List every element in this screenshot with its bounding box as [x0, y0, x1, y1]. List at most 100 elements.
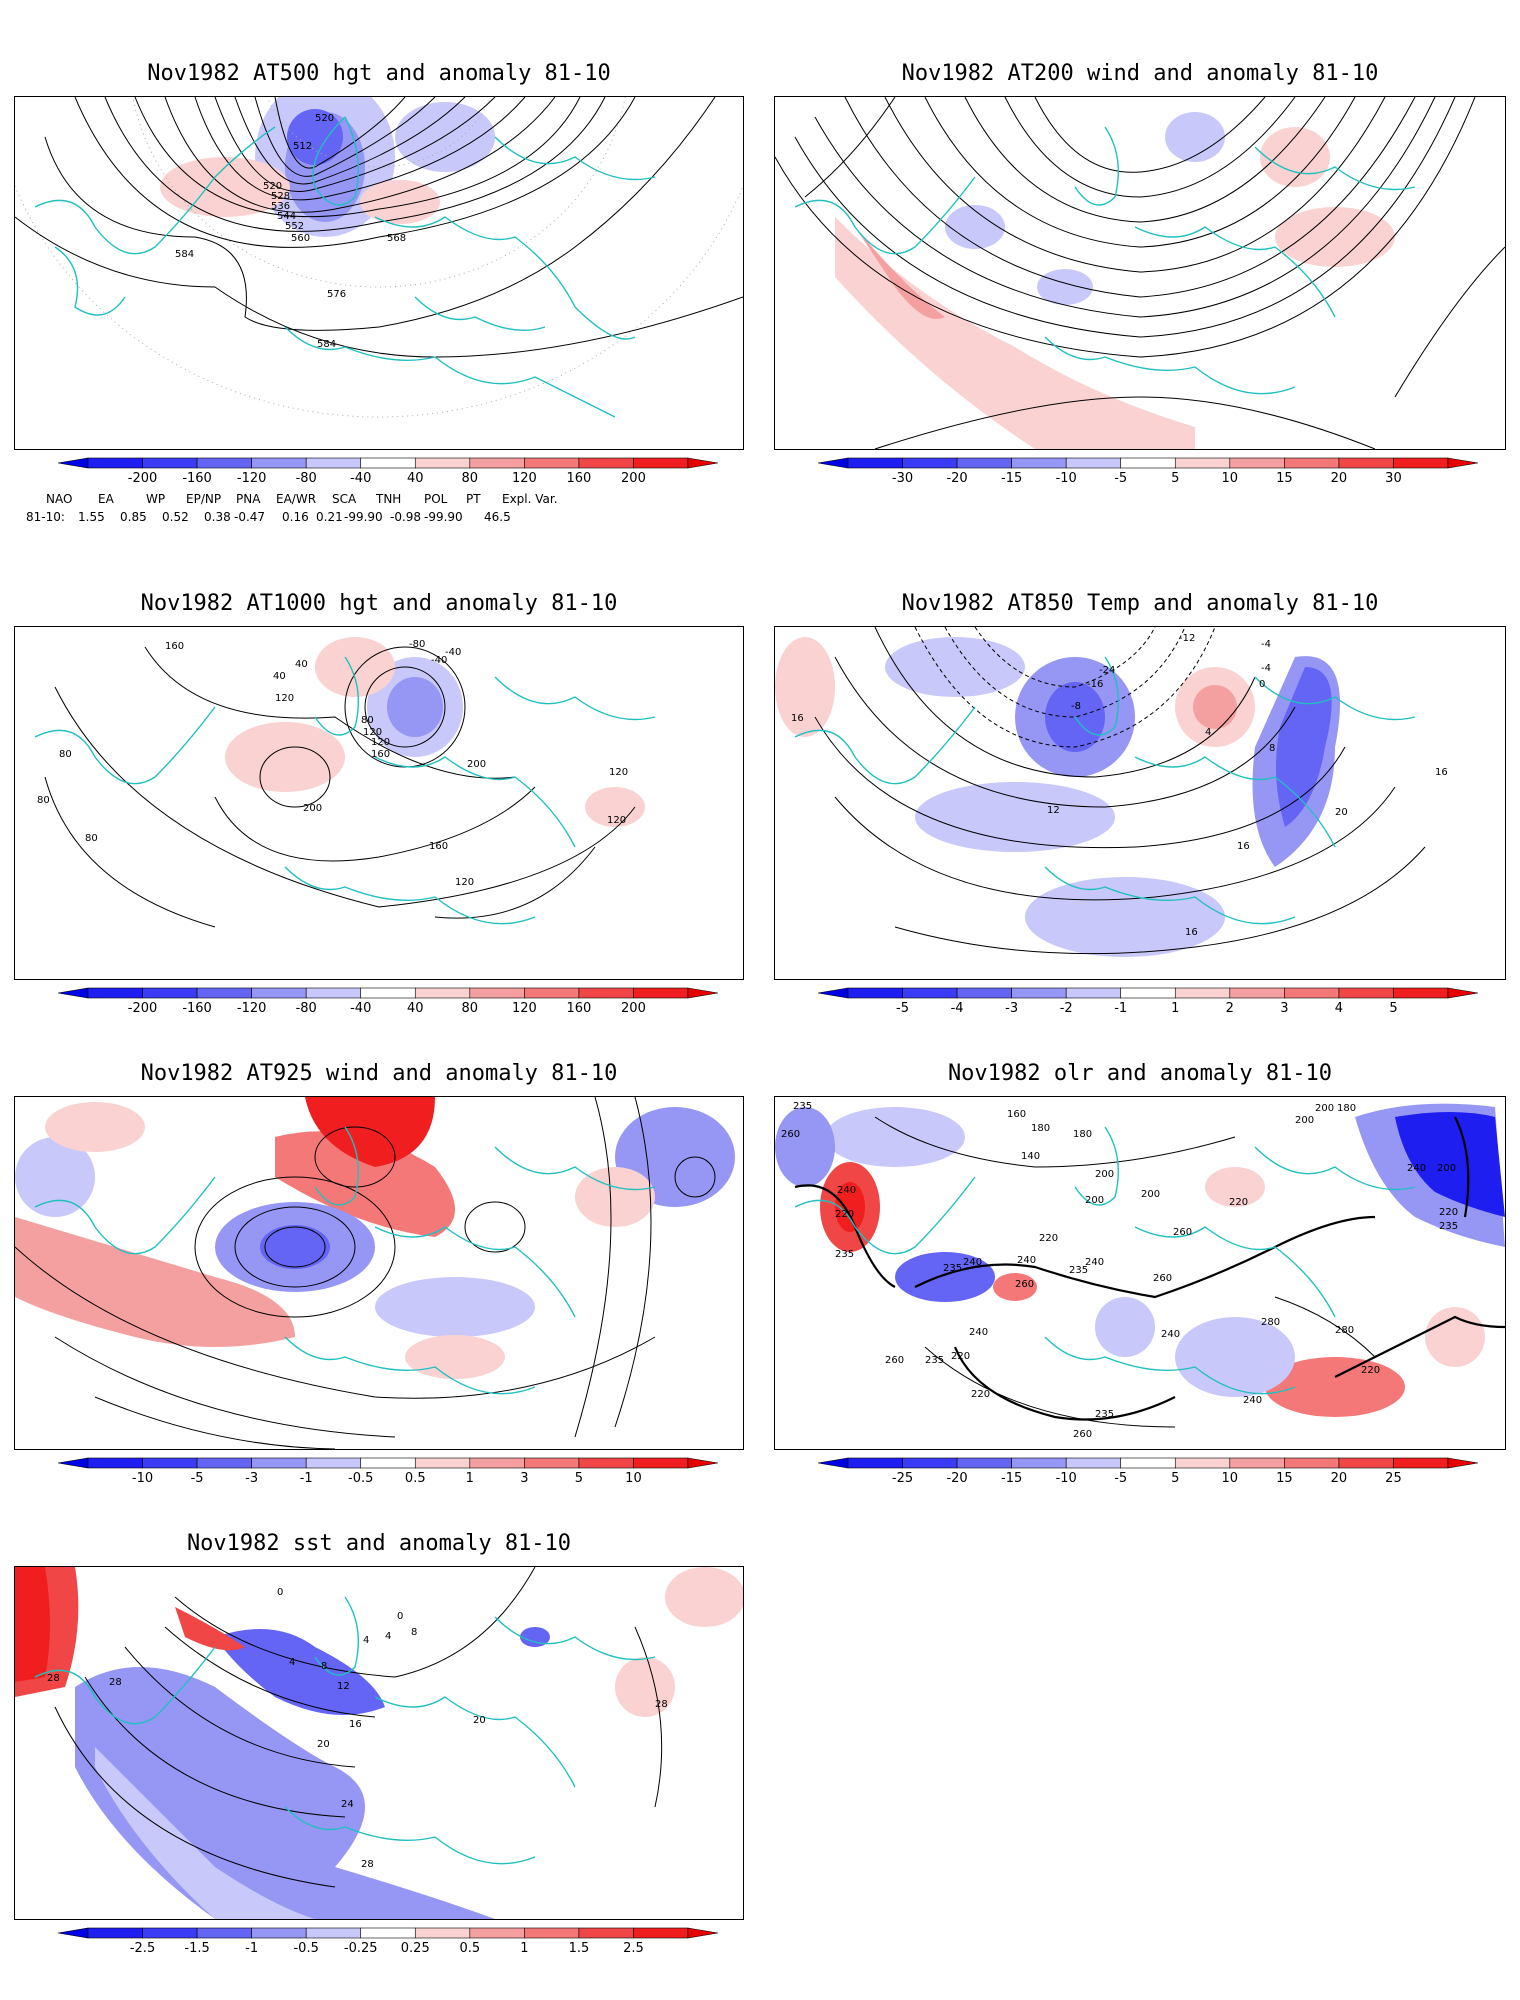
map-frame: 0 0 4 4 8 4 8 12 16 20 20 24 28 28 28 28 — [14, 1566, 744, 1920]
value-expl-var: 46.5 — [484, 510, 511, 524]
colorbar-tick-label: 0.25 — [401, 1941, 430, 1956]
colorbar-swatch — [1338, 457, 1394, 469]
contour-label: 528 — [271, 191, 290, 202]
colorbar-tick-label: -2 — [1060, 1001, 1073, 1016]
contour-label: 120 — [607, 815, 626, 826]
value-eawr: 0.16 — [282, 510, 309, 524]
colorbar-tick-label: -5 — [191, 1471, 204, 1486]
row-label: 81-10: — [26, 510, 65, 524]
colorbar-swatch — [360, 457, 416, 469]
contour-label: 260 — [1073, 1429, 1092, 1440]
colorbar-swatch — [1120, 1457, 1176, 1469]
contour-label: 28 — [109, 1677, 122, 1688]
contour-label: 235 — [1069, 1265, 1088, 1276]
value-ea: 0.85 — [120, 510, 147, 524]
anom-neg — [945, 205, 1005, 249]
colorbar-high-arrow — [1447, 987, 1479, 999]
contour-label: 160 — [429, 841, 448, 852]
contour-label: -12 — [1179, 633, 1195, 644]
contour-label: 180 — [1073, 1129, 1092, 1140]
value-sca: 0.21 — [316, 510, 343, 524]
colorbar-tick-label: -15 — [1001, 471, 1022, 486]
anom-neg — [520, 1627, 550, 1647]
colorbar-tick-label: 30 — [1385, 471, 1402, 486]
contour-label: 260 — [1173, 1227, 1192, 1238]
colorbar-tick-label: -120 — [237, 471, 267, 486]
contour-label: 80 — [59, 749, 72, 760]
colorbar: -30 -20 -15 -10 -5 5 10 15 20 30 — [817, 457, 1479, 488]
colorbar-swatch — [578, 457, 634, 469]
colorbar-tick-label: -10 — [1056, 1471, 1077, 1486]
contour-label: 584 — [175, 249, 194, 260]
anom-pos — [15, 1567, 50, 1682]
contour-label: 180 — [1031, 1123, 1050, 1134]
map-canvas: 235 260 200 180 160 180 140 180 200 200 … — [775, 1101, 1505, 1440]
anom-neg — [395, 102, 495, 172]
contour-label: 220 — [951, 1351, 970, 1362]
colorbar-swatch — [633, 987, 689, 999]
colorbar-swatch — [847, 987, 903, 999]
colorbar-swatch — [1174, 1457, 1231, 1469]
colorbar-low-arrow — [57, 1927, 89, 1939]
colorbar-swatch — [1229, 457, 1285, 469]
anom-pos — [1265, 1357, 1405, 1417]
colorbar-swatch — [1120, 987, 1176, 999]
contour-label: 240 — [1017, 1255, 1036, 1266]
contour-label: 240 — [1085, 1257, 1104, 1268]
contour-label: 235 — [1439, 1221, 1458, 1232]
contour-label: 260 — [1153, 1273, 1172, 1284]
colorbar-swatch — [305, 1927, 362, 1939]
colorbar-high-arrow — [687, 987, 719, 999]
colorbar-tick-label: -1.5 — [184, 1941, 209, 1956]
anom-pos — [305, 1097, 435, 1167]
contour-label: -16 — [1087, 679, 1103, 690]
colorbar-swatch — [469, 457, 525, 469]
contour-label: -4 — [1261, 639, 1271, 650]
colorbar-swatch — [469, 987, 525, 999]
anom-pos — [835, 217, 1195, 449]
contour-label: 16 — [791, 713, 804, 724]
contour-label: 240 — [969, 1327, 988, 1338]
colorbar-swatch — [1120, 457, 1176, 469]
contour-label: 12 — [337, 1681, 350, 1692]
anom-pos — [45, 1102, 145, 1152]
colorbar-tick-label: -25 — [892, 1471, 913, 1486]
anom-pos — [315, 637, 395, 697]
contour-label: 235 — [943, 1263, 962, 1274]
anom-pos — [575, 1167, 655, 1227]
anom-pos — [615, 1657, 675, 1717]
contour-label: 240 — [837, 1185, 856, 1196]
panel-925wind: Nov1982 AT925 wind and anomaly 81-10 — [14, 1060, 744, 1500]
anom-neg — [287, 109, 343, 165]
anom-neg — [1175, 1317, 1295, 1397]
anom-neg — [1025, 877, 1225, 957]
panel-title: Nov1982 AT200 wind and anomaly 81-10 — [901, 61, 1379, 86]
colorbar-tick-label: -5 — [1114, 1471, 1127, 1486]
contour-label: 180 — [1337, 1103, 1356, 1114]
anom-pos — [275, 1131, 455, 1237]
colorbar-swatch — [1284, 457, 1340, 469]
map-frame: 160 40 120 -40 -80 -40 80 120 120 160 20… — [14, 626, 744, 980]
header-pt: PT — [466, 492, 481, 506]
colorbar-tick-label: -40 — [350, 1001, 371, 1016]
contour-label: 240 — [1161, 1329, 1180, 1340]
colorbar-tick-label: -0.5 — [293, 1941, 318, 1956]
colorbar-tick-label: 200 — [621, 1001, 646, 1016]
colorbar-tick-label: 5 — [1171, 471, 1179, 486]
contour-label: 200 — [1315, 1103, 1334, 1114]
colorbar-high-arrow — [687, 1927, 719, 1939]
colorbar-tick-label: 2 — [1226, 1001, 1234, 1016]
colorbar-swatch — [1011, 457, 1067, 469]
colorbar-swatch — [956, 987, 1012, 999]
panel-title: Nov1982 olr and anomaly 81-10 — [947, 1061, 1333, 1086]
colorbar-swatch — [360, 987, 416, 999]
colorbar-tick-label: 2.5 — [623, 1941, 644, 1956]
colorbar-high-arrow — [687, 457, 719, 469]
header-pol: POL — [424, 492, 448, 506]
colorbar-tick-label: 15 — [1276, 471, 1293, 486]
colorbar-tick-label: 160 — [566, 1001, 591, 1016]
contour-label: 40 — [295, 659, 308, 670]
contour-label: 120 — [609, 767, 628, 778]
contour-label: -4 — [1261, 663, 1271, 674]
header-pna: PNA — [236, 492, 261, 506]
